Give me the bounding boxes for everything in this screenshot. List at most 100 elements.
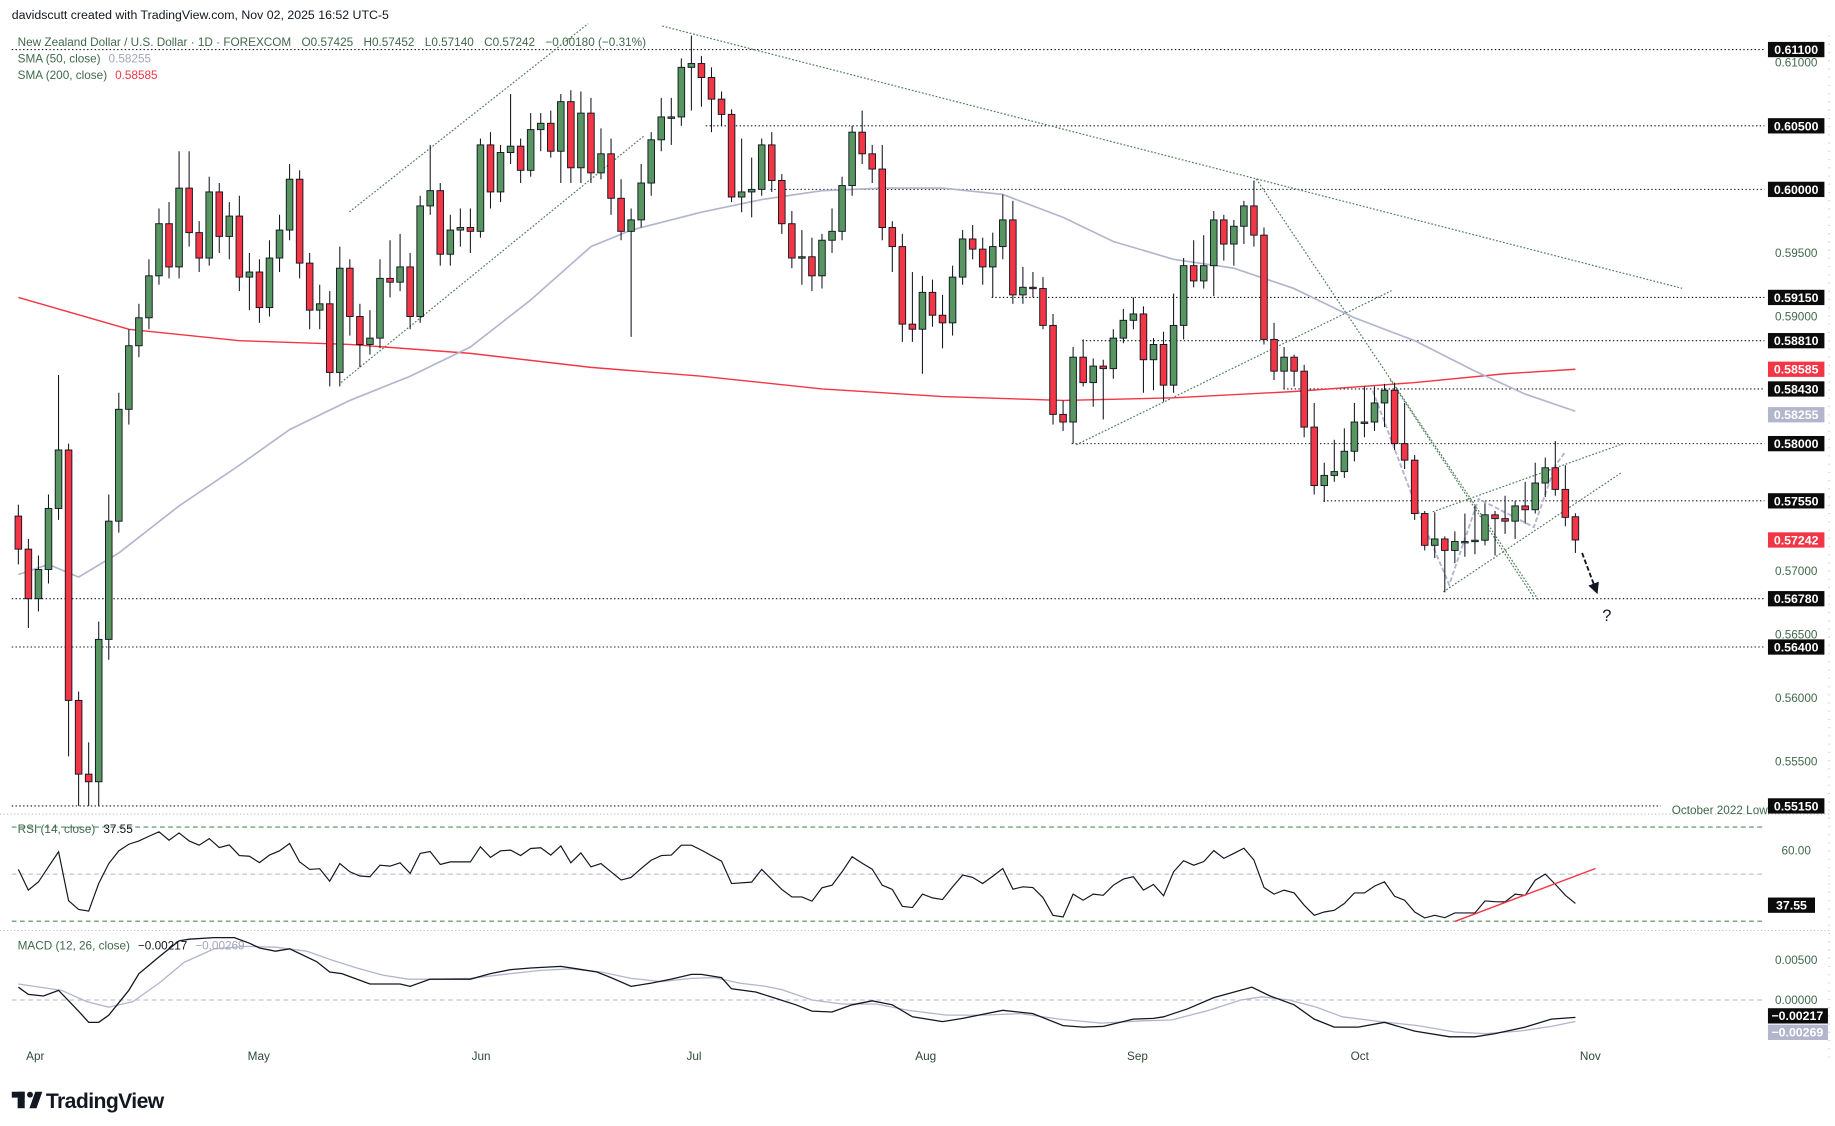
- candle[interactable]: [1501, 495, 1509, 534]
- candle[interactable]: [1189, 240, 1198, 288]
- candle[interactable]: [1230, 219, 1238, 266]
- candle[interactable]: [1410, 455, 1419, 520]
- candle[interactable]: [577, 91, 585, 184]
- candle[interactable]: [1430, 512, 1439, 559]
- candle[interactable]: [305, 252, 314, 330]
- candle[interactable]: [1240, 200, 1248, 245]
- candle[interactable]: [44, 494, 53, 584]
- candle[interactable]: [1280, 347, 1288, 389]
- candle[interactable]: [898, 233, 907, 342]
- candle[interactable]: [818, 233, 826, 289]
- candle[interactable]: [275, 214, 284, 273]
- candle[interactable]: [918, 275, 927, 374]
- candle[interactable]: [366, 310, 374, 355]
- candle[interactable]: [557, 94, 565, 184]
- candle[interactable]: [74, 691, 83, 806]
- candle[interactable]: [1511, 500, 1519, 539]
- candle[interactable]: [1521, 481, 1529, 524]
- candle[interactable]: [828, 208, 836, 253]
- candle[interactable]: [1471, 505, 1479, 555]
- candle[interactable]: [587, 97, 595, 184]
- candle[interactable]: [1079, 339, 1087, 387]
- candle[interactable]: [1129, 297, 1138, 330]
- candle[interactable]: [1310, 402, 1318, 495]
- candle[interactable]: [888, 221, 897, 273]
- candle[interactable]: [115, 392, 123, 533]
- candle[interactable]: [637, 163, 645, 228]
- candle[interactable]: [125, 329, 133, 425]
- rsi-legend[interactable]: RSI (14, close) 37.55: [18, 823, 134, 836]
- candle[interactable]: [84, 742, 93, 806]
- candle[interactable]: [14, 504, 23, 565]
- candle[interactable]: [1209, 210, 1218, 297]
- candle[interactable]: [386, 240, 394, 298]
- candle[interactable]: [526, 113, 535, 177]
- candle[interactable]: [225, 202, 234, 260]
- candle[interactable]: [627, 208, 635, 337]
- candle[interactable]: [1049, 313, 1057, 425]
- candle[interactable]: [456, 208, 465, 247]
- candle[interactable]: [798, 230, 806, 285]
- candle[interactable]: [356, 303, 364, 368]
- candle[interactable]: [94, 621, 103, 806]
- price-axis[interactable]: 0.61000 0.59500 0.59000 0.57000 0.56500 0.560…: [1767, 41, 1828, 1040]
- candle[interactable]: [968, 224, 977, 260]
- candle[interactable]: [1270, 322, 1278, 381]
- candle[interactable]: [607, 138, 615, 215]
- candle[interactable]: [1451, 531, 1459, 564]
- candle[interactable]: [1541, 457, 1550, 498]
- candle[interactable]: [667, 97, 676, 145]
- candle[interactable]: [1159, 331, 1168, 402]
- candle[interactable]: [436, 183, 445, 266]
- candle[interactable]: [1300, 364, 1308, 438]
- candle[interactable]: [1461, 513, 1469, 557]
- candle[interactable]: [677, 58, 686, 126]
- candle[interactable]: [999, 194, 1007, 260]
- candle[interactable]: [135, 303, 143, 358]
- candle[interactable]: [958, 230, 967, 285]
- candle[interactable]: [1420, 511, 1429, 551]
- macd-legend[interactable]: MACD (12, 26, close) −0.00217 −0.00269: [18, 939, 245, 952]
- tradingview-logo[interactable]: TradingView: [11, 1090, 165, 1113]
- candle[interactable]: [1199, 235, 1208, 289]
- trendline[interactable]: [1442, 472, 1622, 593]
- candle[interactable]: [1290, 354, 1298, 387]
- candle[interactable]: [1009, 200, 1017, 304]
- candle[interactable]: [1260, 227, 1268, 345]
- candle[interactable]: [315, 284, 324, 330]
- candle[interactable]: [546, 110, 555, 158]
- candle[interactable]: [1019, 266, 1027, 304]
- trendline[interactable]: [662, 25, 1683, 289]
- candle[interactable]: [1179, 258, 1188, 340]
- candle[interactable]: [175, 151, 183, 279]
- candle[interactable]: [295, 170, 304, 279]
- candle[interactable]: [878, 144, 887, 241]
- candle[interactable]: [1441, 536, 1449, 593]
- candle[interactable]: [1099, 359, 1108, 420]
- candle[interactable]: [185, 151, 193, 247]
- candle[interactable]: [1250, 180, 1258, 247]
- candle[interactable]: [978, 237, 987, 285]
- candle[interactable]: [657, 97, 666, 152]
- candle[interactable]: [908, 272, 917, 342]
- candle[interactable]: [938, 294, 947, 349]
- candle[interactable]: [416, 195, 424, 323]
- candle[interactable]: [567, 90, 575, 184]
- candle[interactable]: [737, 138, 746, 213]
- candle[interactable]: [536, 113, 545, 152]
- candle[interactable]: [1360, 386, 1369, 438]
- candle[interactable]: [1029, 272, 1037, 298]
- candle[interactable]: [205, 176, 213, 266]
- candle[interactable]: [707, 67, 716, 133]
- candle[interactable]: [426, 144, 434, 215]
- candle[interactable]: [948, 265, 957, 336]
- candle[interactable]: [165, 202, 173, 279]
- candle[interactable]: [1089, 358, 1097, 407]
- candle[interactable]: [788, 210, 796, 269]
- candle[interactable]: [1390, 382, 1399, 450]
- candle[interactable]: [838, 176, 846, 241]
- sma50-legend[interactable]: SMA (50, close) 0.58255: [18, 52, 152, 65]
- candle[interactable]: [1481, 503, 1489, 546]
- candle[interactable]: [145, 259, 153, 330]
- candle[interactable]: [466, 208, 475, 253]
